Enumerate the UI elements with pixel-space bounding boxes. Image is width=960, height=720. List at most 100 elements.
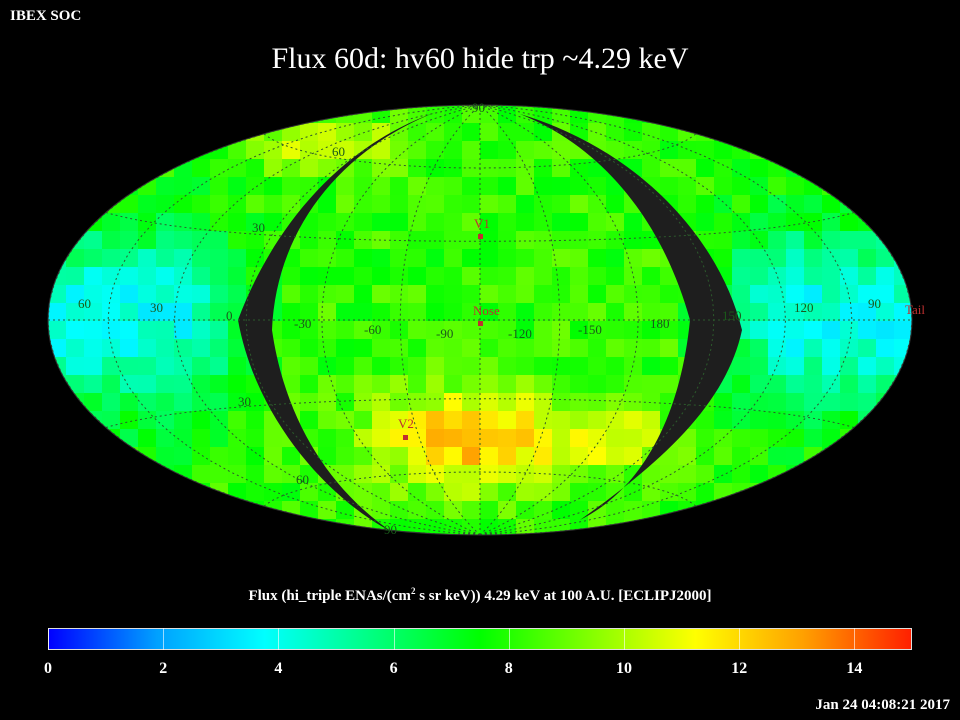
flux-pixel bbox=[228, 177, 246, 195]
lon-label: 60 bbox=[78, 296, 91, 311]
flux-pixel bbox=[768, 213, 786, 231]
flux-pixel bbox=[498, 303, 516, 321]
meridian-line bbox=[479, 105, 853, 535]
flux-pixel bbox=[408, 483, 426, 501]
flux-pixel bbox=[516, 393, 534, 411]
flux-pixel bbox=[660, 177, 678, 195]
flux-pixel bbox=[858, 285, 876, 303]
flux-pixel bbox=[354, 429, 372, 447]
flux-pixel bbox=[120, 303, 138, 321]
flux-pixel bbox=[228, 447, 246, 465]
flux-pixel bbox=[768, 267, 786, 285]
flux-pixel bbox=[354, 411, 372, 429]
flux-pixel bbox=[714, 249, 732, 267]
lat-label: 30 bbox=[238, 394, 251, 409]
flux-pixel bbox=[642, 393, 660, 411]
flux-pixel bbox=[606, 519, 624, 535]
flux-pixel bbox=[534, 249, 552, 267]
flux-pixel bbox=[732, 177, 750, 195]
flux-pixel bbox=[516, 483, 534, 501]
flux-pixel bbox=[84, 393, 102, 411]
flux-pixel bbox=[390, 339, 408, 357]
flux-pixel bbox=[678, 447, 696, 465]
flux-pixel bbox=[876, 375, 894, 393]
flux-pixel bbox=[300, 465, 318, 483]
flux-pixel bbox=[318, 501, 336, 519]
flux-pixel bbox=[804, 303, 822, 321]
flux-pixel bbox=[534, 519, 552, 535]
flux-pixel bbox=[480, 339, 498, 357]
flux-pixel bbox=[840, 267, 858, 285]
flux-pixel bbox=[570, 195, 588, 213]
flux-pixel bbox=[246, 177, 264, 195]
flux-pixel bbox=[534, 501, 552, 519]
lon-label: -150 bbox=[578, 322, 602, 337]
flux-pixel bbox=[210, 357, 228, 375]
flux-pixel bbox=[462, 321, 480, 339]
flux-pixel bbox=[120, 339, 138, 357]
flux-pixel bbox=[300, 321, 318, 339]
flux-pixel bbox=[246, 195, 264, 213]
flux-pixel bbox=[138, 321, 156, 339]
flux-pixel bbox=[894, 231, 912, 249]
flux-pixel bbox=[480, 375, 498, 393]
flux-pixel bbox=[480, 321, 498, 339]
flux-pixel bbox=[174, 375, 192, 393]
flux-pixel bbox=[84, 249, 102, 267]
flux-pixel bbox=[120, 195, 138, 213]
flux-pixel bbox=[786, 285, 804, 303]
flux-pixel bbox=[588, 357, 606, 375]
flux-pixel bbox=[552, 483, 570, 501]
flux-pixel bbox=[840, 321, 858, 339]
flux-pixel bbox=[660, 105, 678, 123]
flux-pixel bbox=[480, 105, 498, 123]
flux-pixel bbox=[660, 519, 678, 535]
flux-pixel bbox=[768, 375, 786, 393]
meridian-line bbox=[479, 105, 561, 535]
flux-pixel bbox=[516, 141, 534, 159]
flux-pixel bbox=[534, 195, 552, 213]
flux-pixel bbox=[534, 483, 552, 501]
flux-pixel bbox=[732, 141, 750, 159]
flux-pixel bbox=[138, 249, 156, 267]
flux-pixel bbox=[336, 357, 354, 375]
flux-pixel bbox=[462, 501, 480, 519]
flux-pixel bbox=[228, 339, 246, 357]
flux-pixel bbox=[552, 411, 570, 429]
flux-pixel bbox=[804, 465, 822, 483]
flux-pixel bbox=[354, 321, 372, 339]
flux-pixel bbox=[786, 339, 804, 357]
flux-pixel bbox=[372, 141, 390, 159]
flux-pixel bbox=[300, 375, 318, 393]
flux-pixel bbox=[426, 159, 444, 177]
flux-pixel bbox=[552, 501, 570, 519]
flux-pixel bbox=[102, 393, 120, 411]
flux-pixel bbox=[552, 465, 570, 483]
flux-pixel bbox=[210, 231, 228, 249]
flux-pixel bbox=[156, 285, 174, 303]
flux-pixel bbox=[282, 123, 300, 141]
flux-pixel bbox=[480, 411, 498, 429]
flux-pixel bbox=[516, 375, 534, 393]
flux-pixel bbox=[840, 213, 858, 231]
flux-pixel bbox=[390, 447, 408, 465]
flux-pixel bbox=[336, 375, 354, 393]
flux-pixel bbox=[696, 411, 714, 429]
meridian-line bbox=[173, 105, 481, 535]
flux-pixel bbox=[120, 375, 138, 393]
flux-pixel bbox=[462, 357, 480, 375]
flux-pixel bbox=[192, 339, 210, 357]
flux-pixel bbox=[282, 465, 300, 483]
flux-pixel bbox=[120, 357, 138, 375]
flux-pixel bbox=[210, 213, 228, 231]
lon-label: 120 bbox=[794, 300, 814, 315]
flux-pixel bbox=[228, 195, 246, 213]
flux-pixel bbox=[858, 429, 876, 447]
flux-pixel bbox=[498, 195, 516, 213]
flux-pixel bbox=[534, 213, 552, 231]
flux-pixel bbox=[858, 357, 876, 375]
flux-pixel bbox=[894, 393, 912, 411]
flux-pixel bbox=[732, 483, 750, 501]
flux-pixel bbox=[660, 465, 678, 483]
